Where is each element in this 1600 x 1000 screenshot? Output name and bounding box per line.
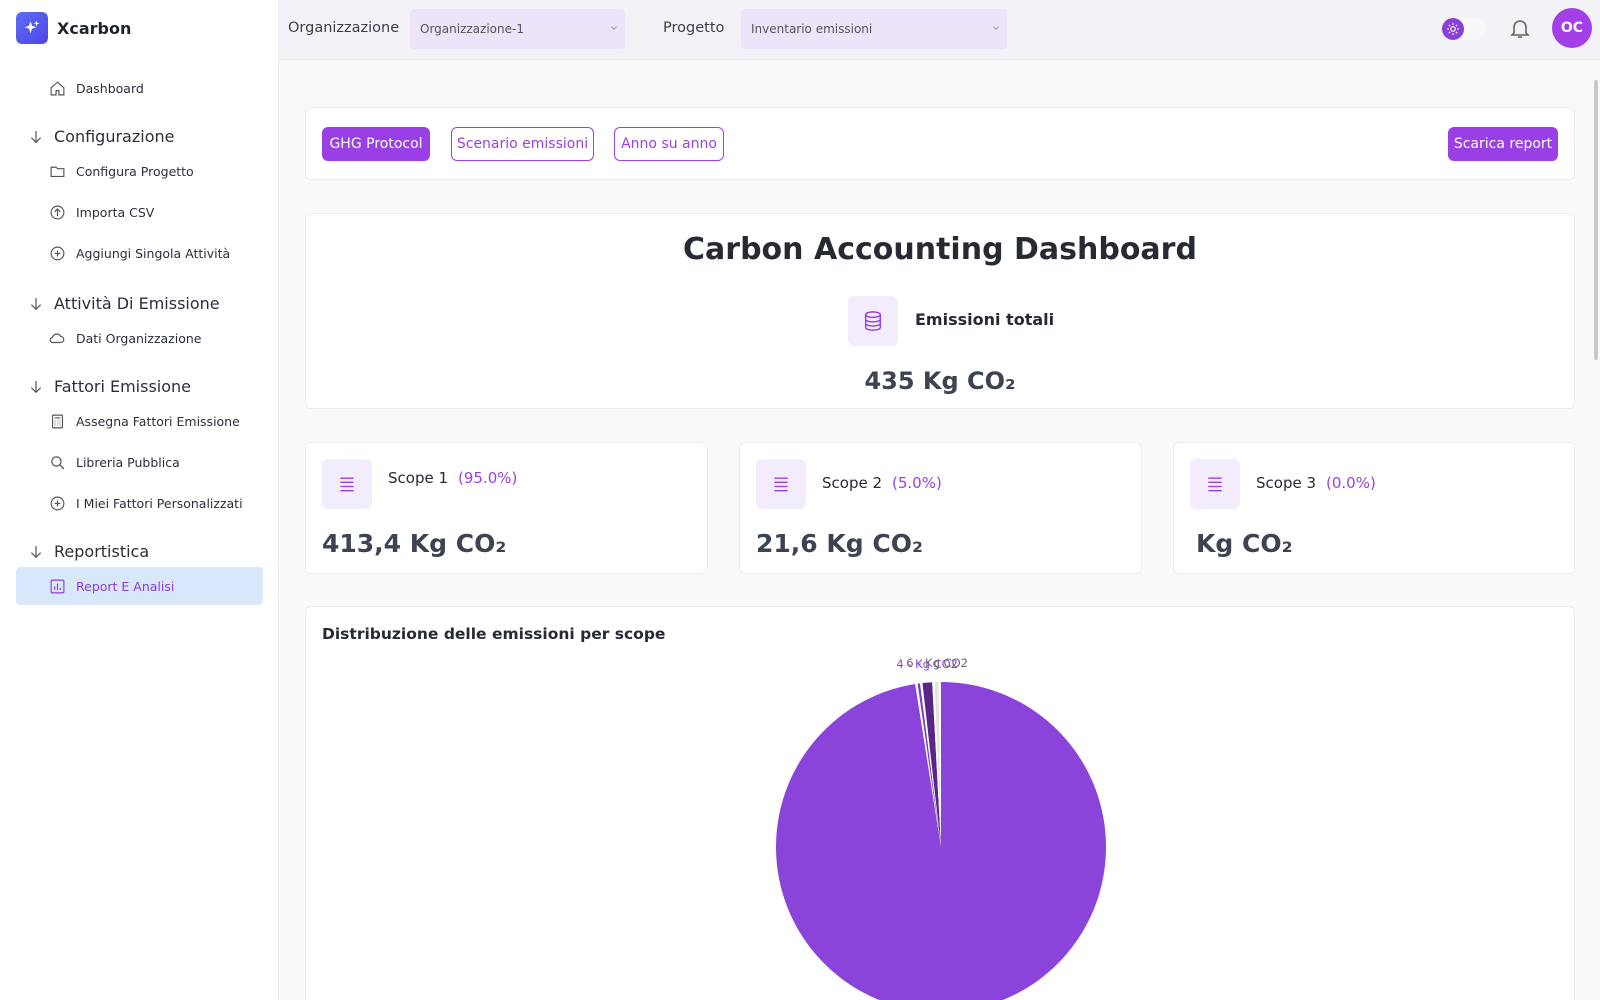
project-select-value: Inventario emissioni [751,22,873,36]
sidebar-item-configura-progetto[interactable]: Configura Progetto [16,152,263,190]
total-emissions-label: Emissioni totali [915,310,1055,329]
arrow-down-icon [28,379,44,395]
pie-slice-label: 6 - Kg CO2 [906,656,968,671]
sidebar-item-miei-fattori[interactable]: I Miei Fattori Personalizzati [16,484,263,522]
calculator-icon [48,412,66,430]
chevron-down-icon [993,26,999,30]
section-label: Fattori Emissione [54,377,192,396]
total-emissions-card: Carbon Accounting Dashboard Emissioni to… [305,213,1575,409]
sidebar-section-configurazione[interactable]: Configurazione [28,127,174,146]
scrollbar[interactable] [1594,80,1598,360]
anno-su-anno-button[interactable]: Anno su anno [614,127,724,161]
sidebar-item-assegna-fattori[interactable]: Assegna Fattori Emissione [16,402,263,440]
list-icon [322,459,372,509]
sidebar-item-label: Aggiungi Singola Attività [76,245,231,261]
sidebar-item-importa-csv[interactable]: Importa CSV [16,193,263,231]
download-report-button[interactable]: Scarica report [1448,127,1558,161]
arrow-down-icon [28,544,44,560]
pie-slice-label: 4 - Kg CO2 [896,656,959,671]
sidebar: Xcarbon Dashboard Configurazione Configu… [0,0,279,1000]
sparkle-logo-icon [16,12,48,44]
list-icon [1190,459,1240,509]
sun-icon [1442,18,1464,40]
sidebar-item-label: Dati Organizzazione [76,330,202,346]
scope-3-card: Scope 3 (0.0%) Kg CO₂ [1173,442,1575,574]
database-icon [848,296,898,346]
bell-icon[interactable] [1508,16,1532,40]
plus-circle-icon [48,244,66,262]
scope-percentage: (5.0%) [892,474,942,492]
sidebar-section-reportistica[interactable]: Reportistica [28,542,149,561]
pie-slice[interactable] [920,683,941,847]
section-label: Reportistica [54,542,150,561]
arrow-down-icon [28,129,44,145]
home-icon [48,79,66,97]
brand[interactable]: Xcarbon [16,12,131,44]
sidebar-item-label: I Miei Fattori Personalizzati [76,495,243,511]
chart-title: Distribuzione delle emissioni per scope [322,625,666,643]
organization-select-value: Organizzazione-1 [420,22,524,36]
sidebar-item-report-analisi[interactable]: Report E Analisi [16,567,263,605]
ghg-protocol-button[interactable]: GHG Protocol [322,127,430,161]
pie-slice[interactable] [776,682,1106,1000]
pie-slice[interactable] [915,683,941,847]
project-label: Progetto [663,20,725,36]
scope-percentage: (95.0%) [458,469,518,487]
cloud-icon [48,329,66,347]
pie-slice[interactable] [934,682,941,847]
sidebar-section-attivita[interactable]: Attività Di Emissione [28,294,220,313]
app-name: Xcarbon [57,18,132,38]
theme-toggle[interactable] [1442,18,1486,40]
sidebar-item-label: Configura Progetto [76,163,194,179]
pie-slice[interactable] [938,682,941,847]
scope-2-card: Scope 2 (5.0%) 21,6 Kg CO₂ [739,442,1142,574]
sidebar-item-label: Dashboard [76,80,144,96]
folder-icon [48,162,66,180]
section-label: Configurazione [54,127,175,146]
scenario-emissioni-button[interactable]: Scenario emissioni [451,127,594,161]
sidebar-item-label: Report E Analisi [76,578,175,594]
organization-label: Organizzazione [288,20,400,36]
sidebar-item-label: Assegna Fattori Emissione [76,413,240,429]
pie-slice[interactable] [917,683,941,847]
chevron-down-icon [611,26,617,30]
emissions-distribution-card: Distribuzione delle emissioni per scope … [305,606,1575,1000]
scope-name: Scope 3 [1256,474,1317,492]
scope-value: Kg CO₂ [1196,529,1293,558]
scope-percentage: (0.0%) [1326,474,1376,492]
sidebar-item-label: Libreria Pubblica [76,454,180,470]
project-select[interactable]: Inventario emissioni [741,9,1007,49]
bar-chart-icon [48,577,66,595]
pie-chart [776,682,1106,1000]
pie-slice[interactable] [922,682,941,847]
sidebar-item-aggiungi-attivita[interactable]: Aggiungi Singola Attività [16,234,263,272]
organization-select[interactable]: Organizzazione-1 [410,9,625,49]
scope-1-card: Scope 1 (95.0%) 413,4 Kg CO₂ [305,442,708,574]
list-icon [756,459,806,509]
scope-value: 413,4 Kg CO₂ [322,529,507,558]
sidebar-item-libreria-pubblica[interactable]: Libreria Pubblica [16,443,263,481]
avatar[interactable]: OC [1552,8,1592,48]
plus-circle-icon [48,494,66,512]
upload-circle-icon [48,203,66,221]
sidebar-section-fattori[interactable]: Fattori Emissione [28,377,191,396]
scope-name: Scope 2 [822,474,883,492]
report-toolbar: GHG Protocol Scenario emissioni Anno su … [305,107,1575,180]
search-icon [48,453,66,471]
arrow-down-icon [28,296,44,312]
pie-slice[interactable] [932,682,941,847]
section-label: Attività Di Emissione [54,294,220,313]
sidebar-item-dashboard[interactable]: Dashboard [16,69,263,107]
top-header: Organizzazione Organizzazione-1 Progetto… [279,0,1600,60]
sidebar-item-dati-organizzazione[interactable]: Dati Organizzazione [16,319,263,357]
total-emissions-value: 435 Kg CO₂ [864,367,1016,395]
scope-value: 21,6 Kg CO₂ [756,529,923,558]
scope-name: Scope 1 [388,469,449,487]
sidebar-item-label: Importa CSV [76,204,155,220]
page-title: Carbon Accounting Dashboard [683,232,1197,267]
